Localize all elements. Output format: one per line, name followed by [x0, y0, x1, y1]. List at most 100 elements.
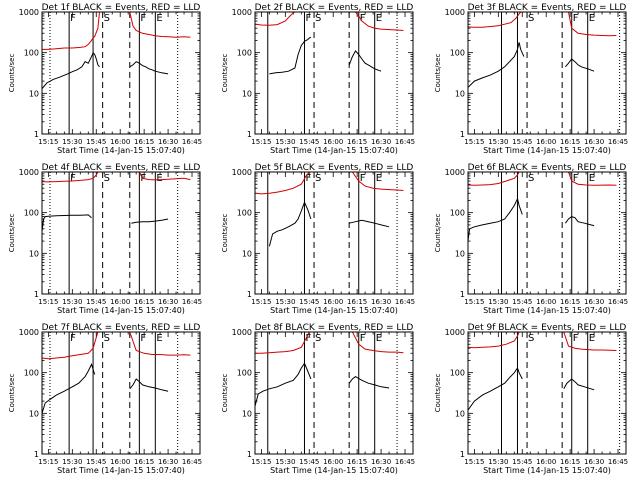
x-tick-label: 15:15	[464, 458, 484, 466]
marker-label: E	[589, 173, 595, 184]
x-tick-label: 16:45	[395, 458, 415, 466]
x-tick-label: 15:45	[512, 458, 532, 466]
x-tick-label: 16:30	[158, 458, 178, 466]
x-tick-label: 15:45	[512, 298, 532, 306]
y-axis-label: Counts/sec	[221, 54, 229, 93]
y-tick-label: 10	[455, 249, 465, 258]
y-tick-label: 10	[29, 409, 39, 418]
time-markers	[49, 332, 179, 454]
x-tick-label: 16:45	[182, 458, 202, 466]
detector-panel: Det 9f BLACK = Events, RED = LLD Counts/s…	[434, 323, 628, 475]
time-markers	[267, 12, 398, 134]
panel-title: Det 7f BLACK = Events, RED = LLD	[42, 323, 201, 333]
y-tick-label: 1000	[445, 168, 465, 177]
x-tick-label: 16:30	[158, 138, 178, 146]
marker-label: S	[528, 333, 534, 344]
x-tick-label: 16:00	[110, 298, 130, 306]
y-axis-label: Counts/sec	[434, 214, 442, 253]
y-tick-label: 1	[34, 130, 39, 139]
lld-rate-line	[351, 172, 404, 191]
y-tick-label: 1	[460, 290, 465, 299]
y-tick-label: 1	[247, 450, 252, 459]
x-axis-label: Start Time (14-Jan-15 15:07:40)	[270, 306, 398, 315]
events-rate-line	[468, 42, 525, 88]
y-tick-label: 100	[24, 49, 39, 58]
y-tick-label: 1000	[232, 328, 252, 337]
x-tick-label: 16:45	[395, 298, 415, 306]
events-rate-line	[268, 200, 312, 247]
lld-rate-line	[468, 12, 522, 28]
lld-rate-line	[468, 332, 520, 349]
x-axis-label: Start Time (14-Jan-15 15:07:40)	[57, 306, 185, 315]
lld-rate-line	[468, 172, 520, 186]
y-tick-label: 1	[247, 130, 252, 139]
marker-label: F	[305, 13, 311, 24]
x-tick-label: 16:45	[395, 138, 415, 146]
x-tick-label: 16:15	[560, 138, 580, 146]
x-tick-label: 15:45	[86, 298, 106, 306]
events-rate-line	[269, 36, 312, 75]
time-markers	[49, 172, 179, 294]
y-tick-label: 100	[237, 209, 252, 218]
axis-ticks	[255, 331, 414, 455]
time-markers	[501, 172, 621, 294]
events-rate-line	[348, 50, 382, 72]
y-tick-label: 100	[450, 49, 465, 58]
panel-title: Det 8f BLACK = Events, RED = LLD	[255, 323, 414, 333]
x-tick-label: 15:15	[38, 138, 58, 146]
marker-label: E	[156, 173, 162, 184]
marker-label: F	[140, 13, 146, 24]
lld-rate-line	[138, 172, 191, 181]
plot-frame	[467, 11, 627, 135]
lld-rate-line	[351, 332, 404, 354]
y-tick-label: 1000	[19, 168, 39, 177]
y-tick-label: 1	[34, 450, 39, 459]
y-tick-label: 10	[242, 249, 252, 258]
x-axis-label: Start Time (14-Jan-15 15:07:40)	[483, 466, 611, 475]
x-tick-label: 15:45	[299, 138, 319, 146]
x-tick-label: 16:30	[584, 298, 604, 306]
x-tick-label: 16:30	[158, 298, 178, 306]
x-tick-label: 15:45	[299, 298, 319, 306]
marker-label: F	[573, 13, 579, 24]
x-tick-label: 16:15	[134, 298, 154, 306]
events-rate-line	[468, 366, 523, 411]
x-tick-label: 15:30	[62, 298, 82, 306]
lld-rate-line	[255, 332, 310, 354]
panel-title: Det 6f BLACK = Events, RED = LLD	[468, 163, 627, 173]
y-axis-label: Counts/sec	[8, 214, 16, 253]
marker-label: S	[104, 173, 110, 184]
marker-label: F	[305, 333, 311, 344]
events-rate-line	[468, 197, 523, 242]
detector-panel: Det 4f BLACK = Events, RED = LLD Counts/s…	[8, 163, 202, 315]
y-tick-label: 1000	[19, 8, 39, 17]
panel-title: Det 1f BLACK = Events, RED = LLD	[42, 3, 201, 13]
events-rate-line	[129, 61, 169, 75]
x-tick-label: 15:15	[464, 298, 484, 306]
y-tick-label: 10	[455, 89, 465, 98]
y-tick-label: 100	[237, 49, 252, 58]
x-tick-label: 16:15	[347, 138, 367, 146]
y-tick-label: 100	[450, 209, 465, 218]
x-tick-label: 15:15	[251, 138, 271, 146]
lld-rate-line	[129, 12, 191, 38]
x-tick-label: 16:00	[536, 298, 556, 306]
marker-label: E	[589, 333, 595, 344]
events-rate-line	[42, 214, 92, 232]
marker-label: F	[573, 173, 579, 184]
x-tick-label: 15:45	[86, 138, 106, 146]
detector-panel: Det 1f BLACK = Events, RED = LLD Counts/s…	[8, 3, 202, 155]
x-tick-label: 15:45	[86, 458, 106, 466]
events-rate-line	[564, 216, 595, 227]
x-tick-label: 16:15	[347, 298, 367, 306]
x-axis-label: Start Time (14-Jan-15 15:07:40)	[270, 146, 398, 155]
detector-panel: Det 6f BLACK = Events, RED = LLD Counts/s…	[434, 163, 628, 315]
y-tick-label: 1000	[445, 328, 465, 337]
x-tick-label: 15:30	[275, 458, 295, 466]
events-rate-line	[255, 362, 312, 407]
axis-ticks	[42, 11, 201, 135]
marker-label: F	[70, 173, 76, 184]
marker-label: F	[305, 173, 311, 184]
marker-label: E	[156, 13, 162, 24]
